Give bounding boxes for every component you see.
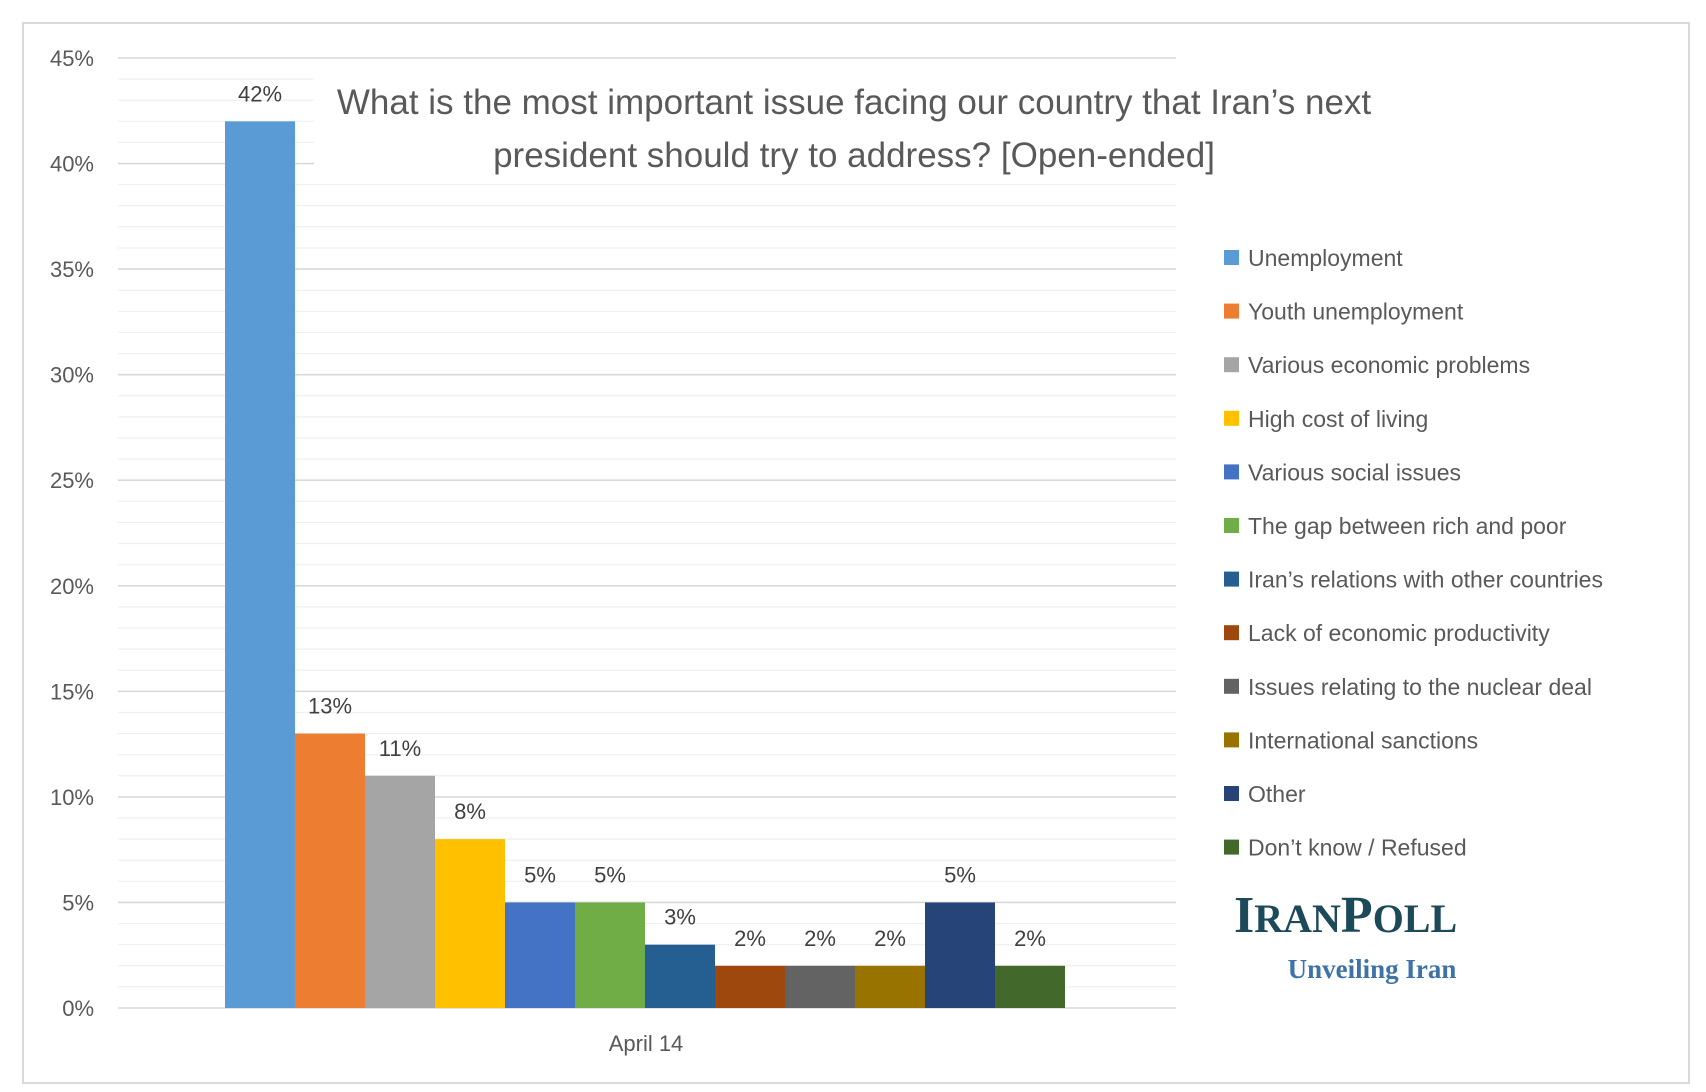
chart-frame — [22, 22, 1690, 1084]
data-label: 2% — [1014, 926, 1046, 951]
chart-title-line-2: president should try to address? [Open-e… — [493, 136, 1215, 175]
logo-wordmark: IRANPOLL — [1234, 887, 1457, 944]
data-label: 5% — [594, 862, 626, 887]
bars — [225, 121, 1065, 1009]
legend-label: Lack of economic productivity — [1248, 620, 1550, 646]
legend-label: Various social issues — [1248, 459, 1461, 485]
chart-title-line-1: What is the most important issue facing … — [337, 83, 1372, 122]
legend-label: Youth unemployment — [1248, 299, 1464, 325]
bar — [365, 775, 435, 1008]
data-labels: 42% 13% 11% 8% 5% 5% 3% 2% 2% 2% 5% 2% — [238, 81, 1046, 950]
y-tick-label: 25% — [50, 468, 94, 493]
bar — [505, 902, 575, 1008]
legend-label: Iran’s relations with other countries — [1248, 567, 1603, 593]
legend-label: Issues relating to the nuclear deal — [1248, 674, 1592, 700]
bar — [575, 902, 645, 1008]
data-label: 2% — [804, 926, 836, 951]
legend-label: Unemployment — [1248, 245, 1403, 271]
bar — [925, 902, 995, 1008]
y-tick-label: 15% — [50, 679, 94, 704]
bar — [645, 944, 715, 1008]
legend: Unemployment Youth unemployment Various ec… — [1224, 245, 1603, 861]
legend-swatch — [1224, 410, 1239, 426]
legend-label: International sanctions — [1248, 727, 1478, 753]
y-tick-label: 10% — [50, 785, 94, 810]
y-tick-label: 35% — [50, 257, 94, 282]
title-background — [314, 72, 1204, 182]
iranpoll-logo: IRANPOLL Unveiling Iran — [1234, 887, 1457, 984]
legend-swatch — [1224, 303, 1239, 319]
legend-swatch — [1224, 839, 1239, 855]
legend-swatch — [1224, 732, 1239, 748]
data-label: 2% — [734, 926, 766, 951]
bar — [225, 121, 295, 1009]
data-label: 13% — [308, 694, 352, 719]
legend-swatch — [1224, 518, 1239, 533]
data-label: 5% — [524, 862, 556, 887]
bar — [785, 965, 855, 1008]
data-label: 3% — [664, 905, 696, 930]
x-category-label: April 14 — [609, 1031, 684, 1056]
y-tick-label: 20% — [50, 574, 94, 599]
bar — [295, 733, 365, 1008]
legend-label: The gap between rich and poor — [1248, 513, 1567, 539]
legend-swatch — [1224, 625, 1239, 641]
legend-label: Other — [1248, 781, 1306, 807]
chart-title: What is the most important issue facing … — [314, 72, 1371, 182]
logo-tagline: Unveiling Iran — [1288, 954, 1457, 984]
y-tick-label: 40% — [50, 152, 94, 177]
legend-label: Don’t know / Refused — [1248, 835, 1467, 861]
bar — [715, 965, 785, 1008]
legend-swatch — [1224, 250, 1239, 265]
bar — [855, 965, 925, 1008]
data-label: 5% — [944, 862, 976, 887]
data-label: 11% — [379, 736, 421, 761]
y-tick-label: 5% — [62, 890, 94, 915]
legend-swatch — [1224, 678, 1239, 694]
bar — [995, 965, 1065, 1008]
y-tick-label: 0% — [62, 996, 94, 1021]
data-label: 2% — [874, 926, 906, 951]
legend-swatch — [1224, 464, 1239, 480]
legend-swatch — [1224, 357, 1239, 373]
legend-swatch — [1224, 786, 1239, 801]
legend-label: Various economic problems — [1248, 352, 1530, 378]
legend-swatch — [1224, 571, 1239, 587]
legend-label: High cost of living — [1248, 406, 1428, 432]
y-tick-label: 30% — [50, 363, 94, 388]
data-label: 42% — [238, 81, 282, 106]
data-label: 8% — [454, 799, 486, 824]
bar — [435, 839, 505, 1008]
y-axis: 0% 5% 10% 15% 20% 25% 30% 35% 40% 45% — [50, 46, 94, 1021]
y-tick-label: 45% — [50, 46, 94, 71]
